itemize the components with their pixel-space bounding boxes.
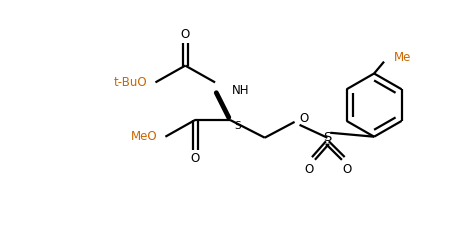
Text: Me: Me [394, 51, 411, 64]
Text: O: O [191, 152, 200, 165]
Text: O: O [343, 163, 352, 176]
Text: O: O [305, 163, 314, 176]
Text: MeO: MeO [131, 130, 157, 143]
Text: S: S [323, 131, 332, 144]
Text: O: O [181, 28, 190, 42]
Text: O: O [299, 112, 309, 126]
Text: t-BuO: t-BuO [114, 76, 147, 89]
Text: S: S [235, 121, 241, 131]
Text: NH: NH [232, 84, 249, 97]
